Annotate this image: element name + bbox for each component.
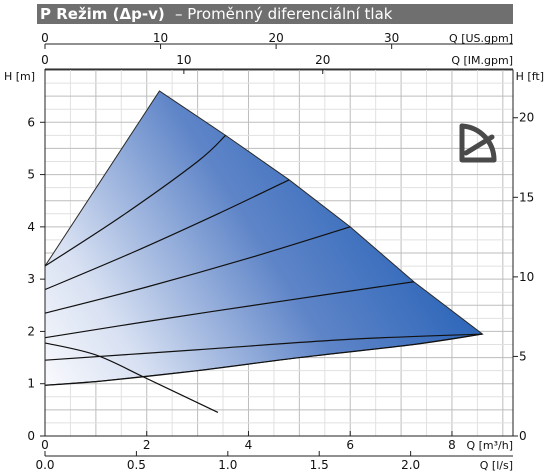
curve-3 [44,226,351,314]
x-m3h-tick-label: 2 [143,438,151,452]
y-ft-tick-label: 0 [519,429,527,443]
curve-2 [44,179,290,291]
x-usgpm-tick-label: 0 [41,31,49,45]
y-m-axis-title: H [m] [4,70,35,83]
x-m3h-tick-label: 8 [448,438,456,452]
x-ls-tick-label: 0.0 [35,458,54,472]
y-m-tick-label: 2 [27,324,35,338]
curve-1 [44,134,226,267]
series-layer [44,134,483,414]
x-m3h-axis-title: Q [m³/h] [466,439,513,452]
x-imgpm-axis-title: Q [IM.gpm] [451,54,513,67]
x-m3h-tick-label: 6 [346,438,354,452]
x-imgpm-tick-label: 10 [176,53,191,67]
x-ls-tick-label: 1.0 [218,458,237,472]
x-usgpm-tick-label: 30 [384,31,399,45]
y-ft-axis-title: H [ft] [516,70,544,83]
curve-4 [44,281,414,339]
x-imgpm-tick-label: 0 [41,53,49,67]
chart-title-bar: P Režim (Δp-v) – Proměnný diferenciální … [37,4,513,24]
x-usgpm-tick-label: 10 [153,31,168,45]
curve-5 [44,333,483,361]
chart-title-bold: P Režim (Δp-v) [40,5,165,23]
x-m3h-tick-label: 4 [245,438,253,452]
y-m-tick-label: 1 [27,377,35,391]
y-m-tick-label: 0 [27,429,35,443]
x-imgpm-tick-label: 20 [315,53,330,67]
x-usgpm-axis-title: Q [US.gpm] [449,32,513,45]
y-m-tick-label: 4 [27,220,35,234]
y-m-tick-label: 5 [27,168,35,182]
x-ls-tick-label: 2.0 [401,458,420,472]
axes-layer: 0 10 20 30 Q [US.gpm]0 10 20 Q [IM.gpm]0 2 4 6 8 Q [… [4,31,544,472]
y-m-tick-label: 6 [27,115,35,129]
pump-pressure-mode-icon [459,123,497,163]
x-ls-tick-label: 1.5 [310,458,329,472]
x-ls-tick-label: 0.5 [127,458,146,472]
x-ls-axis-title: Q [l/s] [480,459,513,472]
y-m-tick-label: 3 [27,272,35,286]
chart-title-rest: – Proměnný diferenciální tlak [175,5,393,23]
curve-7 [44,342,219,414]
y-ft-tick-label: 15 [519,190,534,204]
y-ft-tick-label: 5 [519,349,527,363]
y-ft-tick-label: 20 [519,111,534,125]
curve-6 [44,333,483,386]
x-usgpm-tick-label: 20 [268,31,283,45]
x-m3h-tick-label: 0 [41,438,49,452]
y-ft-tick-label: 10 [519,270,534,284]
